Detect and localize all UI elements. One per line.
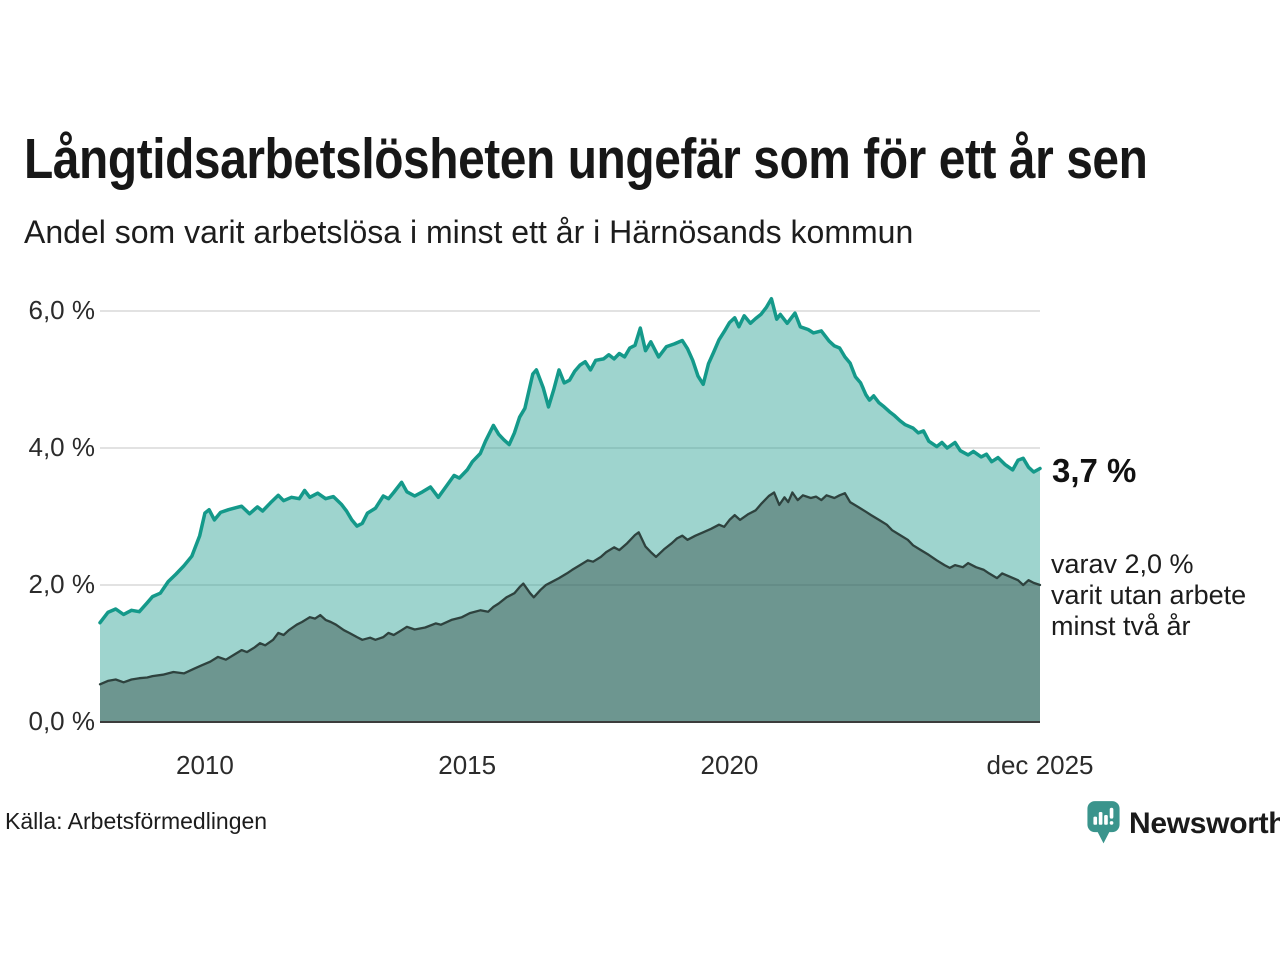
two-year-note: varav 2,0 % varit utan arbete minst två …: [1051, 549, 1246, 642]
newsworthy-brand: Newsworthy: [1085, 800, 1280, 845]
two-year-note-line: varav 2,0 %: [1051, 549, 1194, 579]
y-axis-tick-label: 0,0 %: [28, 706, 96, 736]
page-title-text: Långtidsarbetslösheten ungefär som för e…: [24, 127, 1148, 191]
y-axis-tick-label: 6,0 %: [28, 295, 96, 325]
y-axis-tick-label: 4,0 %: [28, 432, 96, 462]
line-arbetslosa-minst-tva-ar: [98, 491, 1042, 686]
two-year-note-line: minst två år: [1051, 611, 1191, 641]
line-arbetslosa-minst-ett-ar: [98, 296, 1042, 625]
x-axis-tick-label: 2010: [175, 750, 234, 780]
area-arbetslosa-minst-tva-ar: [100, 492, 1040, 722]
area-chart: [98, 296, 1042, 723]
two-year-note-line: varit utan arbete: [1051, 580, 1247, 610]
x-axis-tick-label: 2015: [438, 750, 497, 780]
y-axis-tick-label: 2,0 %: [28, 569, 96, 599]
chart-subtitle: Andel som varit arbetslösa i minst ett å…: [24, 214, 914, 250]
latest-value-label: 3,7 %: [1052, 452, 1137, 489]
page-title: Långtidsarbetslösheten ungefär som för e…: [24, 126, 1280, 198]
x-axis-tick-label: dec 2025: [986, 750, 1094, 780]
newsworthy-wordmark: Newsworthy: [1129, 806, 1280, 840]
newsworthy-logo-icon: [1087, 801, 1120, 844]
area-arbetslosa-minst-ett-ar: [100, 298, 1040, 722]
source-note: Källa: Arbetsförmedlingen: [5, 808, 268, 834]
x-axis-tick-label: 2020: [700, 750, 759, 780]
